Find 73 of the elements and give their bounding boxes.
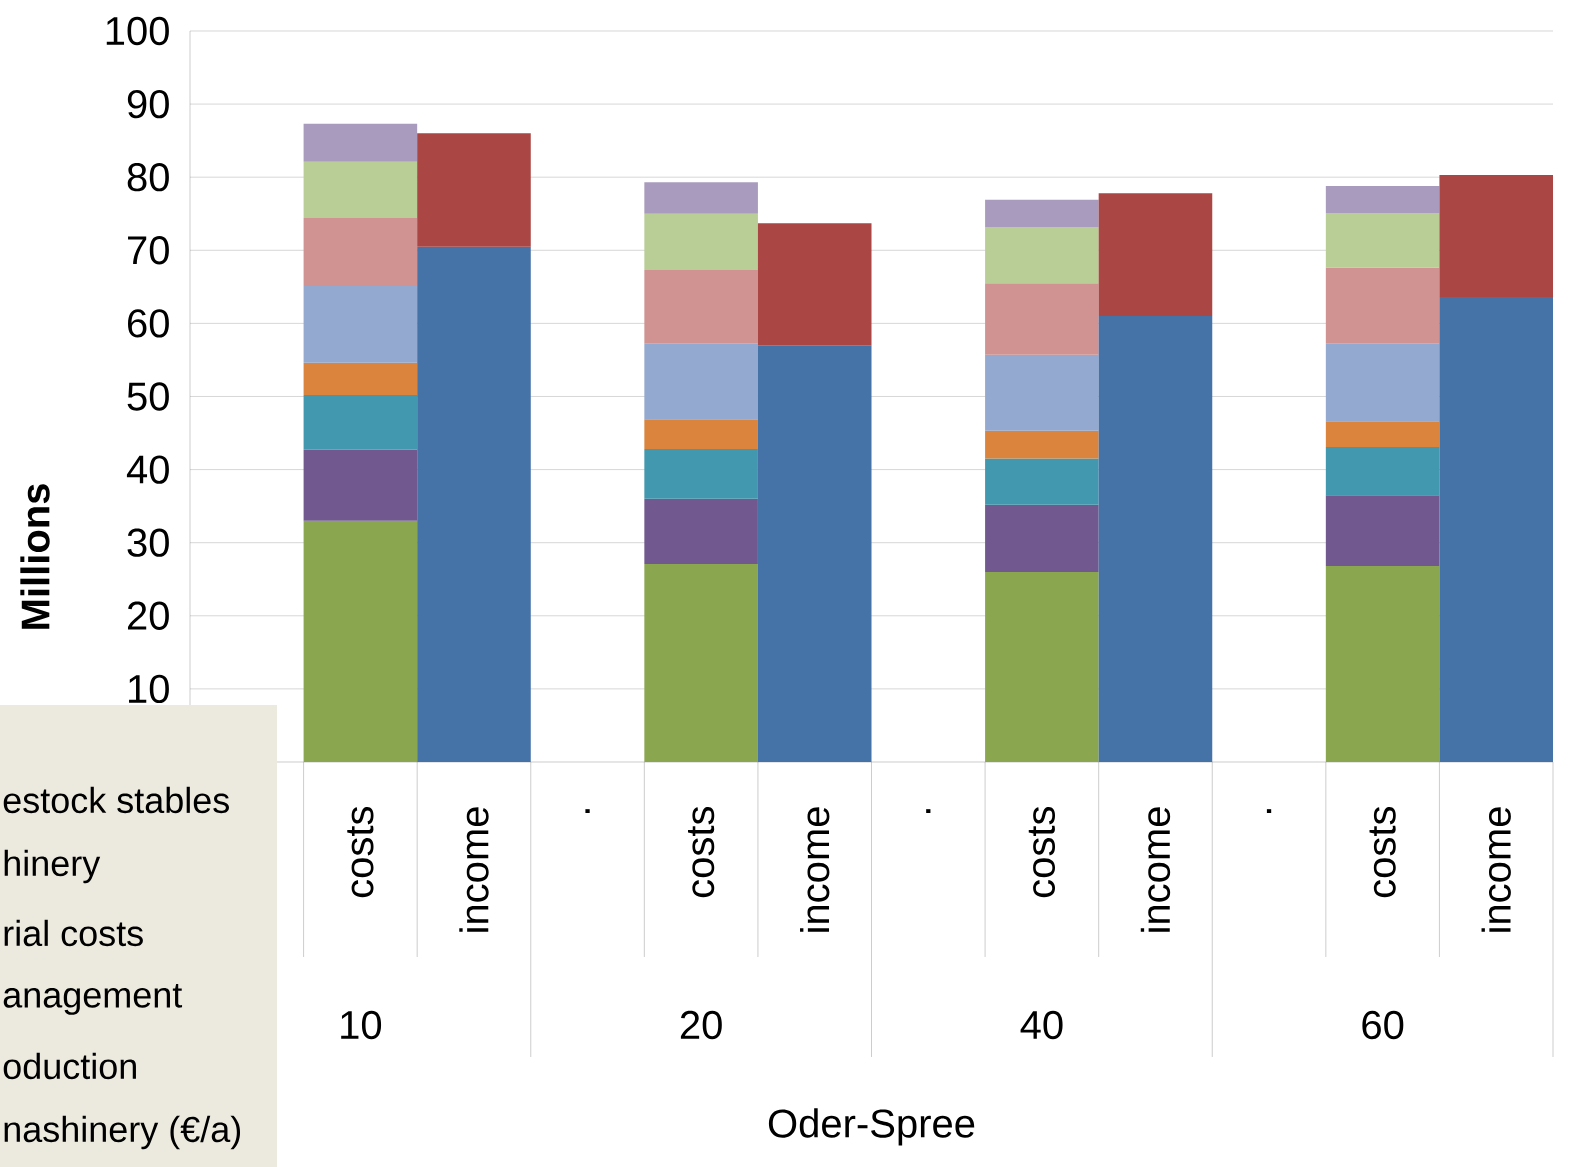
bar [644,419,758,450]
bar [303,449,418,521]
y-tick-label: 30 [127,528,169,557]
bar [1325,343,1440,422]
y-tick-label: 100 [106,16,169,46]
x-tick-label: income [459,807,489,932]
text: 40 [1020,1010,1063,1040]
bar [1325,446,1440,496]
bar [417,246,531,762]
text: nashinery (€/a) [4,1115,241,1150]
y-tick-label: 40 [126,455,169,484]
x-tick-label: income [800,807,830,932]
bar [644,182,758,214]
y-tick-label: 90 [127,89,169,119]
bar [644,498,758,564]
text: 20 [680,1010,722,1040]
text: 60 [1362,1010,1404,1040]
bar [1098,193,1213,317]
bar [303,286,418,363]
bar [1098,316,1213,762]
bar [644,563,758,762]
x-tick-label: costs [1028,806,1056,898]
y-axis-title: Millions [20,484,50,629]
bar [985,283,1099,355]
bar [1325,566,1440,762]
bar [644,213,758,271]
bar [1325,495,1440,567]
bar [757,223,872,346]
text: estock stables [3,786,229,814]
bar [1325,267,1440,344]
text: anagement [3,984,183,1015]
bar [985,226,1099,284]
bar [985,354,1099,431]
bar [985,458,1099,505]
y-tick-label: 10 [129,674,169,704]
y-tick-label: 70 [128,236,169,265]
bar [1439,175,1554,298]
bar [1325,185,1440,214]
x-tick-label: income [1140,807,1171,932]
bar [303,161,418,219]
y-tick-label: 20 [127,601,169,630]
bar [1325,421,1440,447]
bar [985,571,1099,762]
bar [985,430,1099,459]
x-tick-label: . [585,809,590,813]
bar [985,504,1099,572]
x-tick-label: costs [1369,806,1396,898]
x-tick-label: costs [688,806,715,898]
x-tick-label: costs [347,806,374,898]
bar [303,520,418,762]
bar [644,449,758,499]
bar [757,345,872,762]
text: oduction [3,1052,136,1080]
bar [303,362,418,396]
bar [644,343,758,420]
y-tick-label: 80 [127,163,169,192]
x-tick-label: . [926,809,931,813]
bar [644,270,758,344]
text: hinery [4,849,101,884]
y-tick-label: 60 [128,309,169,338]
x-tick-label: income [1481,807,1511,932]
x-axis-title: Oder-Spree [768,1108,975,1146]
text: rial costs [4,919,143,947]
x-tick-label: . [1266,809,1272,813]
y-tick-label: 50 [127,382,169,411]
bar [303,123,418,162]
bar [303,218,418,287]
bar [303,395,418,450]
bar [417,133,531,247]
bar [985,199,1099,227]
text: 10 [341,1010,382,1040]
bar [1439,297,1554,762]
bar [1325,213,1440,268]
